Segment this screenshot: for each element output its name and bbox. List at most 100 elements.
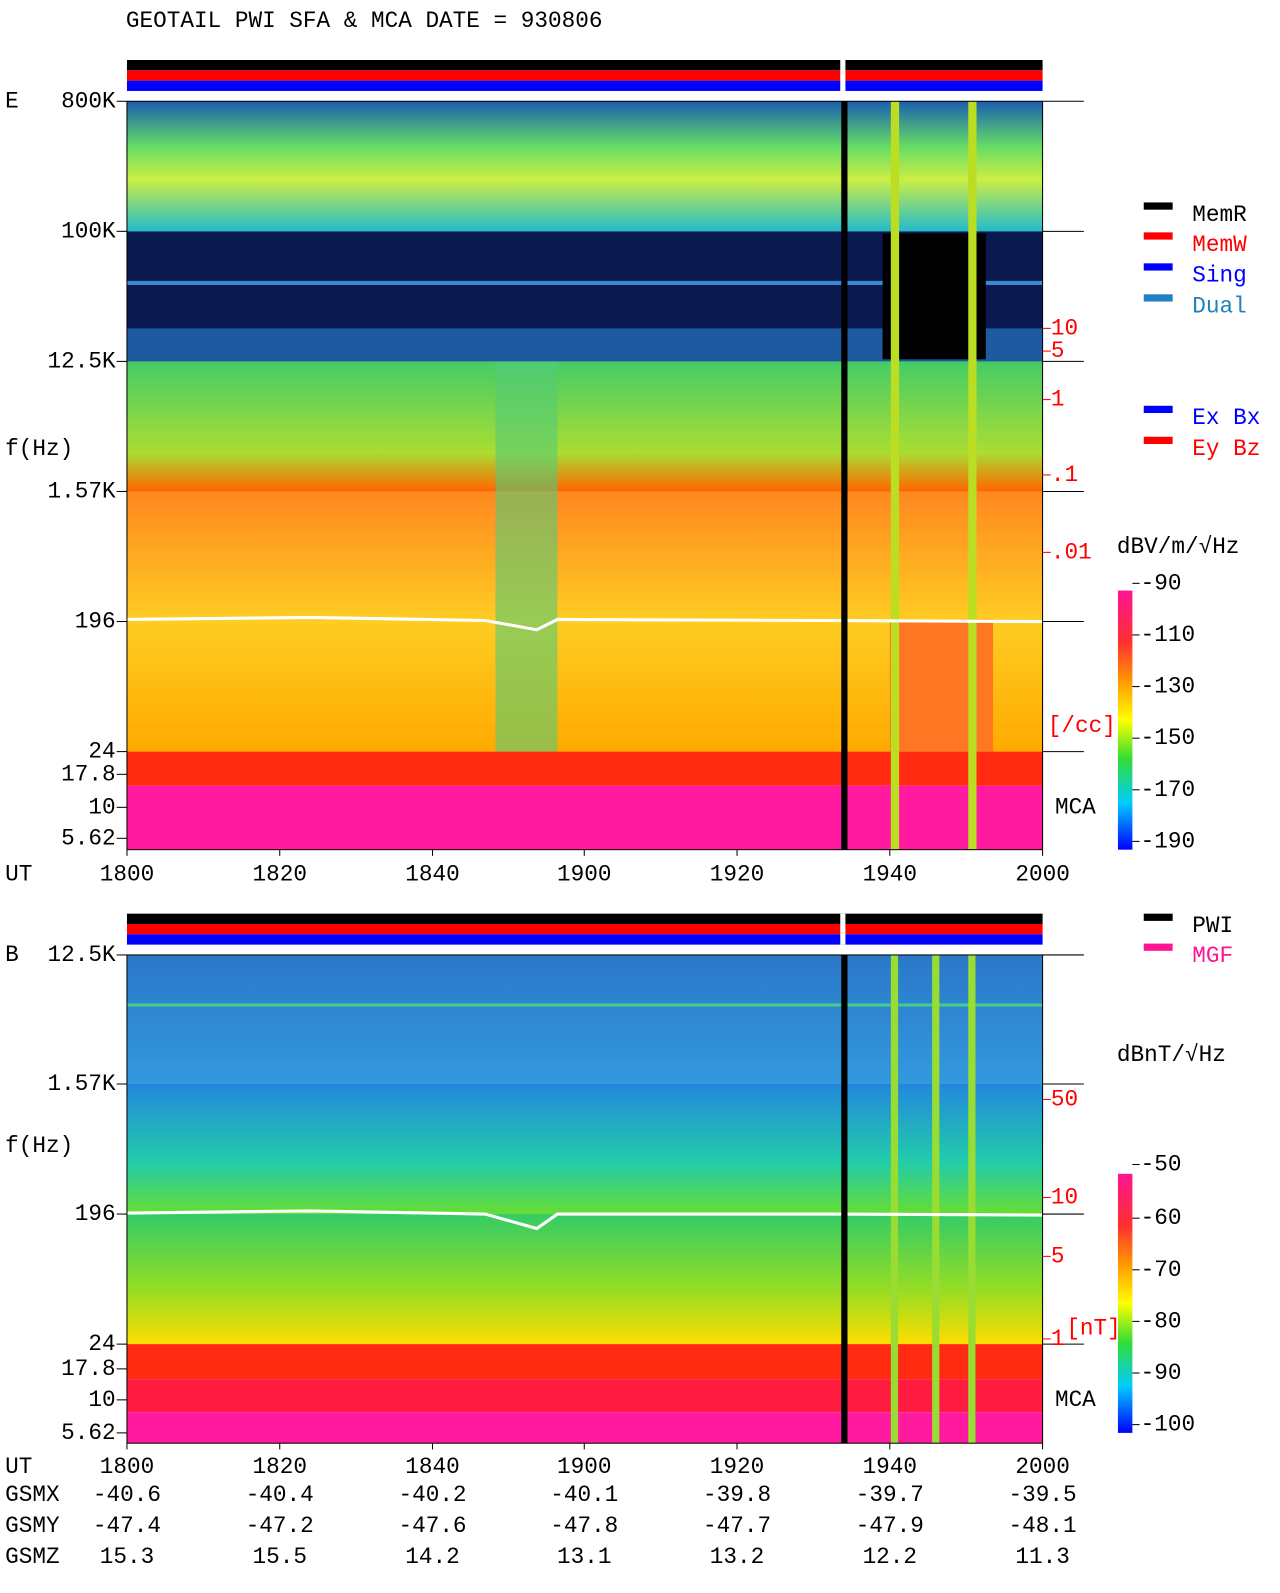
colorbar xyxy=(1117,590,1133,850)
component-label: E xyxy=(5,88,19,114)
status-bar xyxy=(126,913,1043,924)
x-tick-label: 1840 xyxy=(405,861,459,887)
colorbar-tick-label: -100 xyxy=(1141,1412,1195,1438)
density-tick-label: .1 xyxy=(1051,462,1078,488)
spectrogram-line xyxy=(126,1003,1043,1007)
plasma-line xyxy=(126,615,1043,632)
y-tick-label: 100K xyxy=(61,218,116,244)
x-axis-label: UT xyxy=(5,1454,32,1480)
density-tick-label: 5 xyxy=(1051,338,1065,364)
orbit-value: -47.7 xyxy=(703,1513,771,1539)
y-tick-label: 10 xyxy=(88,794,115,820)
status-gap xyxy=(840,59,846,91)
y-tick-label: 196 xyxy=(75,609,116,635)
colorbar-tick-label: -60 xyxy=(1141,1205,1182,1231)
y-tick-label: 12.5K xyxy=(48,942,116,968)
y-tick-label: 24 xyxy=(88,739,115,765)
x-tick-label: 2000 xyxy=(1015,861,1069,887)
x-tick-label: 1900 xyxy=(557,861,611,887)
legend-label: MemR xyxy=(1192,202,1247,228)
density-tick-label: 1 xyxy=(1051,387,1065,413)
orbit-value: 13.1 xyxy=(557,1544,611,1570)
orbit-value: 11.3 xyxy=(1015,1544,1069,1570)
x-tick-label: 1820 xyxy=(253,861,307,887)
density-tick-label: 5 xyxy=(1051,1243,1065,1269)
x-tick-label: 2000 xyxy=(1015,1454,1069,1480)
status-bar xyxy=(126,923,1043,935)
x-tick-label: 1820 xyxy=(253,1454,307,1480)
orbit-label: GSMY xyxy=(5,1513,60,1539)
plasma-line xyxy=(126,1209,1043,1231)
status-bar xyxy=(126,59,1043,71)
orbit-value: -47.2 xyxy=(246,1513,314,1539)
spectrogram-band xyxy=(126,1083,1043,1215)
status-gap xyxy=(840,913,846,945)
status-bar xyxy=(126,70,1043,81)
x-tick-label: 1840 xyxy=(405,1454,459,1480)
x-axis-label: UT xyxy=(5,861,32,887)
colorbar-unit: dBnT/√Hz xyxy=(1117,1042,1226,1068)
legend-swatch xyxy=(1143,202,1173,210)
mca-label: MCA xyxy=(1055,1387,1096,1413)
y-tick-label: 800K xyxy=(61,88,116,114)
data-gap xyxy=(841,101,848,850)
spectrogram-band xyxy=(126,361,1043,492)
colorbar-tick-label: -90 xyxy=(1141,1360,1182,1386)
y-tick-label: 1.57K xyxy=(48,478,116,504)
legend-swatch xyxy=(1143,913,1173,921)
orbit-value: -39.5 xyxy=(1009,1482,1077,1508)
density-tick-label: 1 xyxy=(1051,1326,1065,1352)
mca-band xyxy=(126,1412,1043,1444)
orbit-value: -48.1 xyxy=(1009,1513,1077,1539)
orbit-value: -40.6 xyxy=(93,1482,161,1508)
mca-label: MCA xyxy=(1055,794,1096,820)
colorbar-tick-label: -190 xyxy=(1141,828,1195,854)
colorbar-tick-label: -90 xyxy=(1141,570,1182,596)
legend-swatch xyxy=(1143,943,1173,951)
colorbar-tick-label: -130 xyxy=(1141,674,1195,700)
legend-swatch xyxy=(1143,436,1173,444)
y-tick-label: 5.62 xyxy=(61,825,115,851)
spectrogram-band xyxy=(126,101,1043,232)
legend-label: Ey Bz xyxy=(1192,436,1260,462)
y-tick-label: 17.8 xyxy=(61,1356,115,1382)
spectrogram-stripe xyxy=(890,101,900,850)
spectrogram-patch xyxy=(495,361,558,752)
legend-label: Sing xyxy=(1192,263,1246,289)
spectrogram-stripe xyxy=(968,101,977,850)
orbit-value: 13.2 xyxy=(710,1544,764,1570)
mca-band xyxy=(126,1379,1043,1413)
density-tick-label: 10 xyxy=(1051,1185,1078,1211)
colorbar-tick-label: -170 xyxy=(1141,777,1195,803)
x-tick-label: 1900 xyxy=(557,1454,611,1480)
density-unit: [nT] xyxy=(1066,1316,1120,1342)
legend-label: MGF xyxy=(1192,943,1233,969)
legend-label: MemW xyxy=(1192,232,1247,258)
spectrogram-stripe xyxy=(890,954,899,1444)
y-axis-label: f(Hz) xyxy=(5,1133,73,1159)
colorbar-tick-label: -110 xyxy=(1141,622,1195,648)
colorbar-tick-label: -150 xyxy=(1141,725,1195,751)
colorbar-unit: dBV/m/√Hz xyxy=(1117,534,1240,560)
density-tick-label: 50 xyxy=(1051,1086,1078,1112)
orbit-value: -40.4 xyxy=(246,1482,314,1508)
colorbar-tick-label: -80 xyxy=(1141,1308,1182,1334)
colorbar-tick-label: -70 xyxy=(1141,1257,1182,1283)
orbit-value: -40.2 xyxy=(398,1482,466,1508)
orbit-value: -47.6 xyxy=(398,1513,466,1539)
legend-swatch xyxy=(1143,294,1173,302)
orbit-value: -40.1 xyxy=(550,1482,618,1508)
y-tick-label: 17.8 xyxy=(61,761,115,787)
mca-band xyxy=(126,751,1043,786)
x-tick-label: 1940 xyxy=(863,861,917,887)
component-label: B xyxy=(5,942,19,968)
mca-band xyxy=(126,785,1043,850)
density-tick-label: .01 xyxy=(1051,539,1092,565)
orbit-label: GSMZ xyxy=(5,1544,59,1570)
density-tick-label: 10 xyxy=(1051,315,1078,341)
orbit-value: 15.5 xyxy=(253,1544,307,1570)
density-unit: [/cc] xyxy=(1048,713,1116,739)
legend-swatch xyxy=(1143,232,1173,240)
x-tick-label: 1800 xyxy=(100,1454,154,1480)
